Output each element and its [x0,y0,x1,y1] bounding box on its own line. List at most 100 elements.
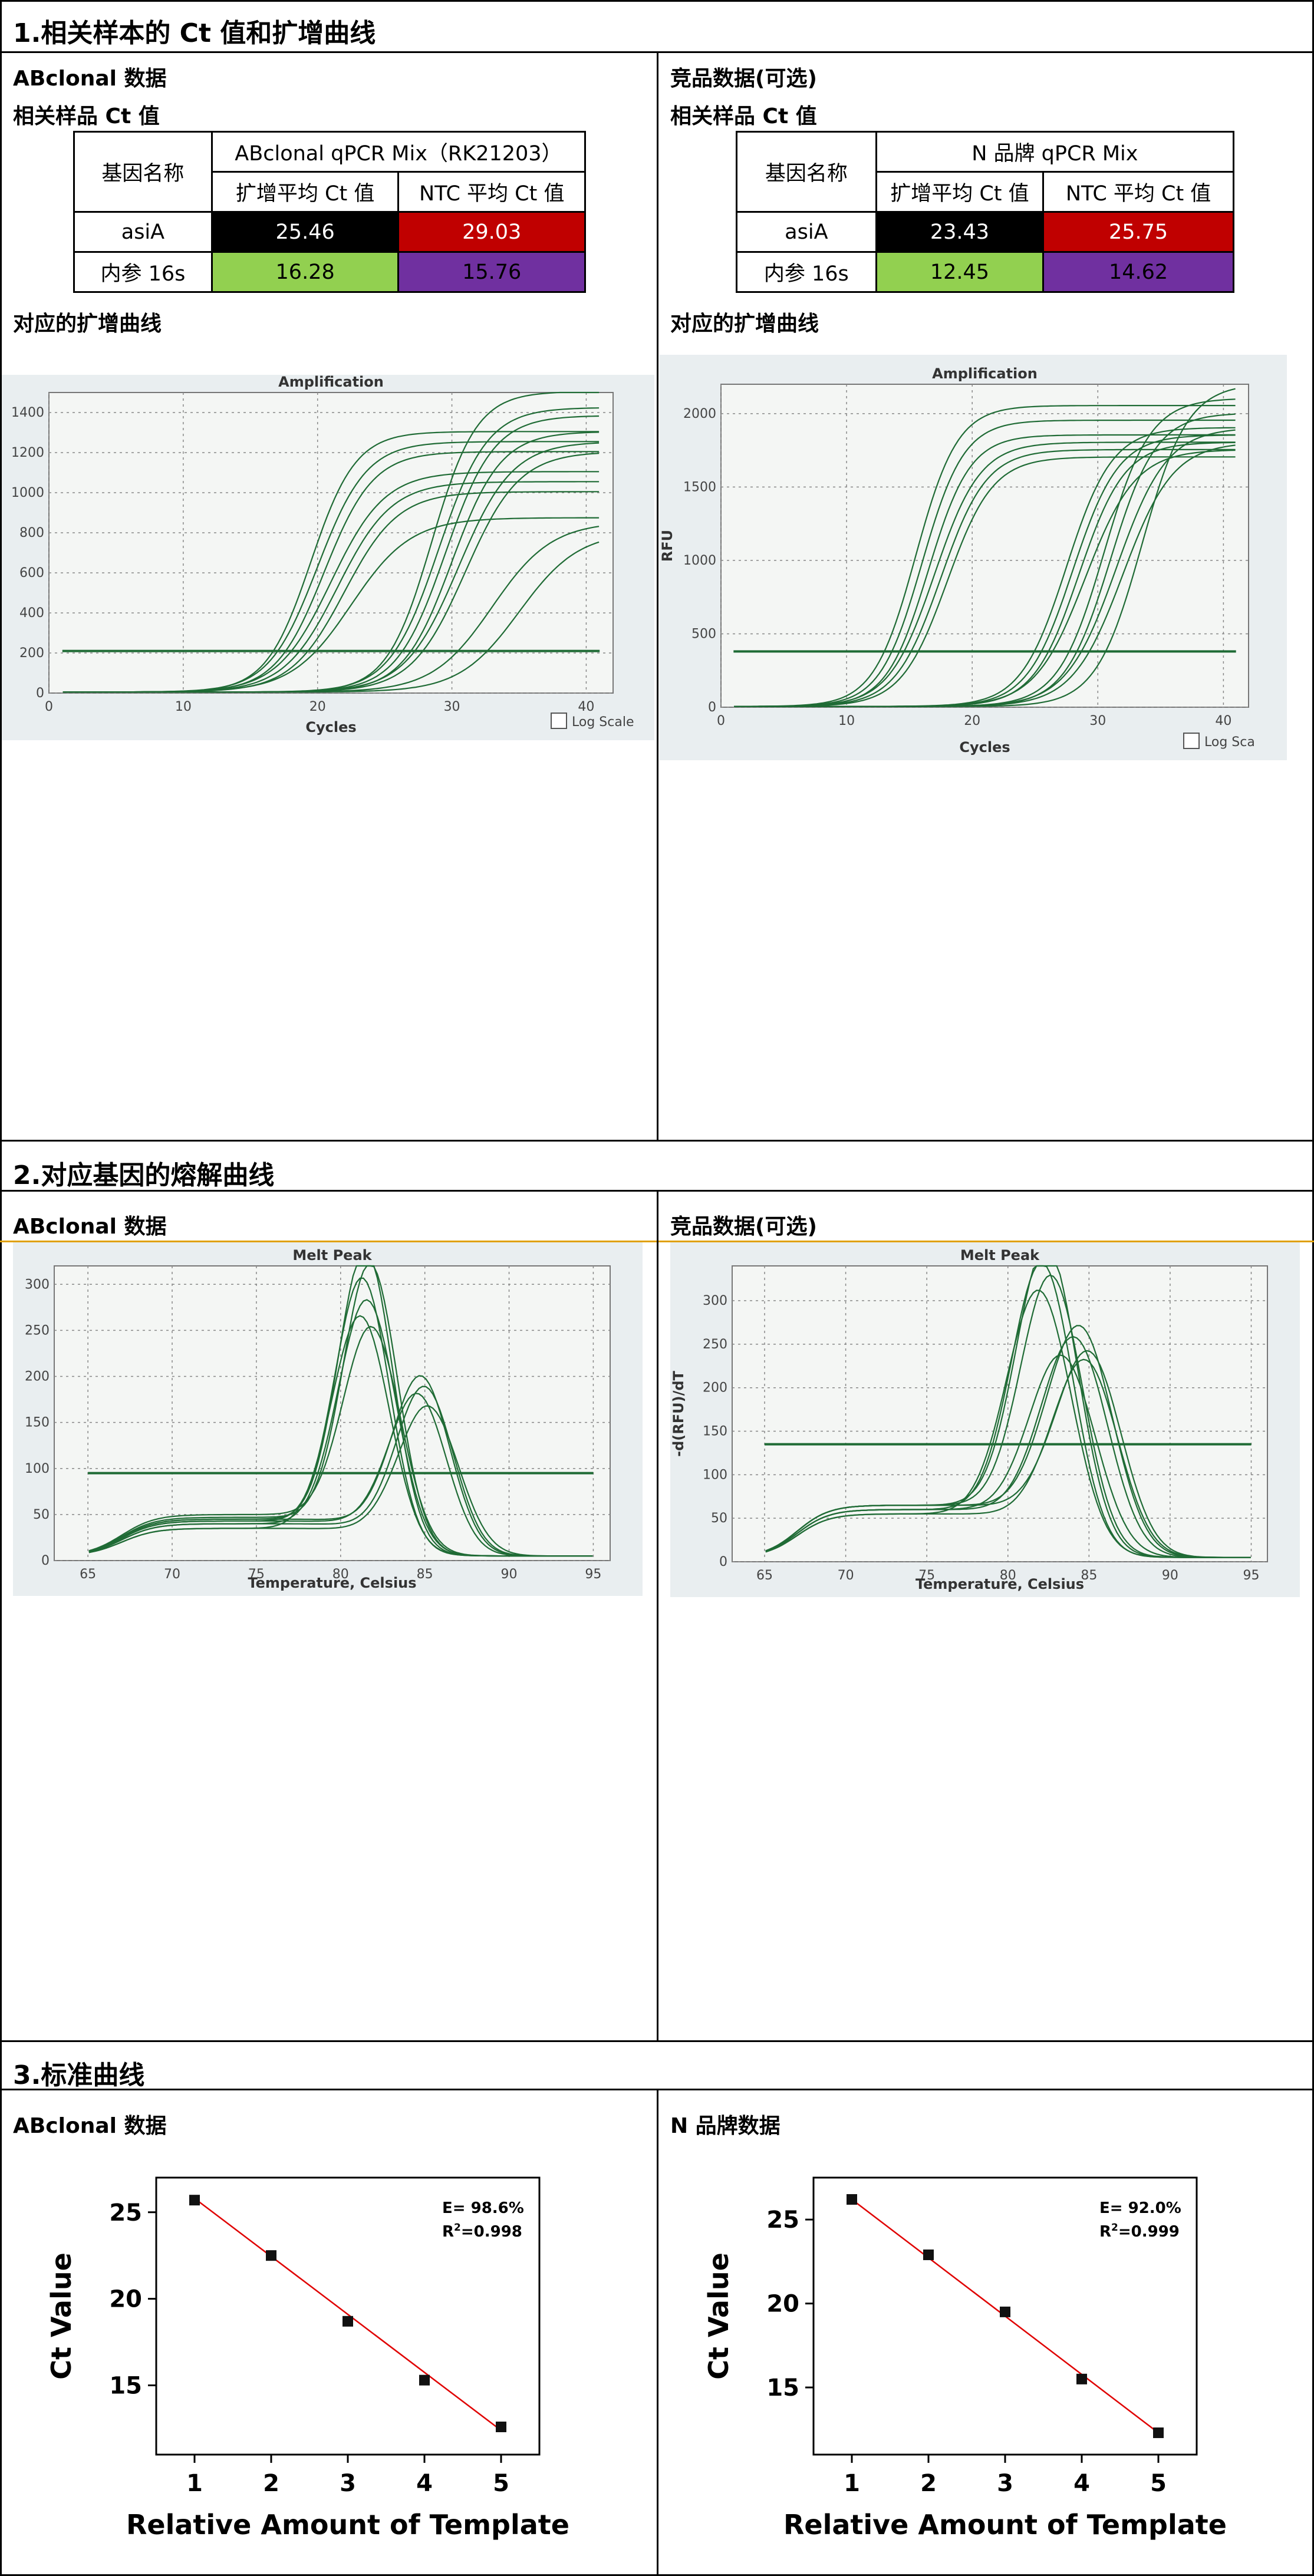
col-line [657,51,658,1141]
table-heading-right: 相关样品 Ct 值 [670,104,817,128]
data-curve [765,1354,1251,1558]
section1-title: 1.相关样本的 Ct 值和扩增曲线 [13,18,376,48]
x-tick-label: 80 [1000,1568,1016,1583]
x-tick-label: 0 [45,700,53,714]
x-tick-label: 2 [920,2470,937,2497]
data-point [496,2422,506,2432]
y-tick-label: 20 [109,2286,142,2313]
chart-title: Amplification [278,375,384,390]
y-tick-label: 1000 [11,486,44,500]
section2-title: 2.对应基因的熔解曲线 [13,1160,275,1190]
y-axis-label: RFU [659,530,676,562]
curve-heading-right: 对应的扩增曲线 [670,312,819,336]
y-tick-label: 0 [41,1553,50,1568]
x-tick-label: 5 [493,2470,509,2497]
log-scale-label: Log Scale [572,715,634,730]
x-tick-label: 20 [309,700,326,714]
y-tick-label: 1400 [11,405,44,420]
abclonal-heading: ABclonal 数据 [13,67,167,91]
y-tick-label: 150 [703,1424,727,1439]
data-curve [62,541,600,693]
y-tick-label: 50 [33,1508,50,1522]
gene-header: 基因名称 [73,131,213,213]
x-axis-label: Temperature, Celsius [248,1575,416,1591]
product-name: N 品牌 qPCR Mix [875,131,1235,173]
log-scale-checkbox [551,713,567,729]
log-scale-checkbox [1183,733,1200,749]
amplification-plot-left: Amplification 0 10 20 30 40 0 200 400 600 800 1000 1… [2,375,654,740]
value-cell: 15.76 [397,251,586,293]
x-tick-label: 30 [1089,714,1106,728]
melt-plot-right: Melt Peak 65 70 75 80 85 90 95 0 50 100 150 200 250 30… [670,1242,1300,1597]
curve-heading-left: 对应的扩增曲线 [13,312,162,336]
y-tick-label: 0 [719,1555,727,1569]
y-tick-label: 250 [25,1323,50,1338]
value-cell: 25.46 [210,211,400,253]
frame-left [0,0,2,2576]
y-tick-label: 500 [691,626,716,641]
x-tick-label: 40 [578,700,594,714]
col-avg-ct: 扩增平均 Ct 值 [210,171,400,213]
value-cell: 16.28 [210,251,400,293]
melt-chart-right: Melt Peak 65 70 75 80 85 90 95 0 50 100 150 200 250 30… [670,1247,1268,1592]
std-heading-left: ABclonal 数据 [13,2114,167,2138]
frame-right [1312,0,1314,2576]
y-tick-label: 25 [109,2199,142,2227]
y-tick-label: 250 [703,1337,727,1352]
x-axis-label: Relative Amount of Template [783,2509,1227,2541]
y-tick-label: 2000 [683,407,716,421]
y-tick-label: 600 [19,566,44,580]
x-axis-label: Cycles [959,739,1010,756]
value-cell: 14.62 [1042,251,1234,293]
std-plot-left: 1 2 3 4 5 15 20 25 Relative Amount of Template Ct… [35,2145,625,2552]
data-curve [765,1350,1251,1558]
x-axis-label: Cycles [305,719,356,735]
y-axis-label: Ct Value [45,2252,77,2380]
col-avg-ct: 扩增平均 Ct 值 [875,171,1045,213]
melt-plot-left: Melt Peak 65 70 75 80 85 90 95 0 50 100 150 200 250 30… [13,1242,643,1596]
fit-line [194,2198,502,2431]
y-tick-label: 25 [766,2206,799,2234]
y-tick-label: 15 [766,2374,799,2402]
efficiency-label: E= 92.0% [1099,2199,1181,2217]
data-curve [88,1386,593,1557]
x-tick-label: 3 [340,2470,356,2497]
y-tick-label: 100 [25,1462,50,1476]
competitor-heading: 竞品数据(可选) [670,67,817,91]
y-tick-label: 300 [25,1277,50,1292]
efficiency-label: E= 98.6% [442,2199,524,2217]
melt-heading-right: 竞品数据(可选) [670,1215,817,1239]
x-tick-label: 20 [964,714,980,728]
data-curve [88,1405,593,1557]
value-cell: 29.03 [397,211,586,253]
x-tick-label: 4 [416,2470,433,2497]
x-tick-label: 2 [263,2470,279,2497]
x-tick-label: 4 [1073,2470,1090,2497]
data-point [1076,2373,1087,2384]
x-tick-label: 5 [1150,2470,1167,2497]
section3-title: 3.标准曲线 [13,2060,145,2090]
data-point [1153,2427,1164,2438]
col-line [657,1190,658,2041]
x-tick-label: 70 [838,1568,854,1583]
x-tick-label: 0 [717,714,725,728]
x-tick-label: 85 [1081,1568,1097,1583]
y-tick-label: 800 [19,526,44,540]
x-tick-label: 95 [1243,1568,1259,1583]
x-tick-label: 70 [164,1567,180,1582]
data-curve [734,388,1236,707]
y-tick-label: 0 [708,700,716,715]
r2-label: R2=0.999 [1099,2222,1180,2241]
x-tick-label: 40 [1215,714,1231,728]
y-tick-label: 150 [25,1416,50,1430]
x-tick-label: 85 [417,1567,433,1582]
data-curve [765,1358,1251,1558]
y-tick-label: 200 [25,1370,50,1384]
data-point [189,2195,200,2206]
y-tick-label: 200 [703,1381,727,1396]
value-cell: 25.75 [1042,211,1234,253]
product-name: ABclonal qPCR Mix（RK21203） [210,131,587,173]
std-chart-right: 1 2 3 4 5 15 20 25 Relative Amount of Template Ct… [703,2176,1227,2541]
x-tick-label: 30 [444,700,460,714]
